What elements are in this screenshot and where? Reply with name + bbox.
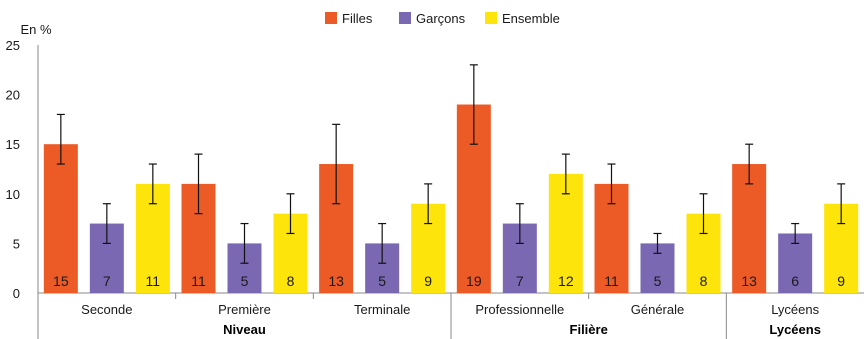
y-tick-label: 25 xyxy=(6,38,20,53)
data-label: 12 xyxy=(558,273,574,289)
data-label: 13 xyxy=(741,273,757,289)
legend-label-3: Ensemble xyxy=(502,11,560,26)
category-label: Terminale xyxy=(354,302,410,317)
y-tick-label: 0 xyxy=(13,286,20,301)
bar-filles xyxy=(43,144,78,293)
legend-swatch-2 xyxy=(399,12,411,24)
y-tick-label: 20 xyxy=(6,88,20,103)
data-label: 11 xyxy=(604,273,619,289)
category-label: Professionnelle xyxy=(475,302,564,317)
legend-swatch-3 xyxy=(485,12,497,24)
y-axis-unit-label: En % xyxy=(20,22,52,37)
legend-swatch-1 xyxy=(325,12,337,24)
category-label: Générale xyxy=(631,302,684,317)
data-label: 8 xyxy=(287,273,295,289)
category-label: Lycéens xyxy=(771,302,819,317)
data-label: 11 xyxy=(146,273,161,289)
data-label: 5 xyxy=(241,273,249,289)
category-label: Première xyxy=(218,302,271,317)
data-label: 7 xyxy=(516,273,524,289)
data-label: 9 xyxy=(837,273,845,289)
category-label: Seconde xyxy=(81,302,132,317)
group-label: Lycéens xyxy=(769,322,821,337)
data-label: 8 xyxy=(700,273,708,289)
data-label: 7 xyxy=(103,273,111,289)
data-label: 5 xyxy=(378,273,386,289)
y-tick-label: 15 xyxy=(6,137,20,152)
data-label: 11 xyxy=(191,273,206,289)
data-label: 6 xyxy=(791,273,799,289)
y-tick-label: 5 xyxy=(13,236,20,251)
legend-label-1: Filles xyxy=(342,11,373,26)
group-label: Filière xyxy=(570,322,608,337)
data-label: 9 xyxy=(424,273,432,289)
data-label: 19 xyxy=(466,273,482,289)
data-label: 15 xyxy=(53,273,69,289)
data-label: 5 xyxy=(654,273,662,289)
y-tick-label: 10 xyxy=(6,187,20,202)
group-label: Niveau xyxy=(223,322,266,337)
data-label: 13 xyxy=(328,273,344,289)
bar-filles xyxy=(732,164,767,293)
legend-label-2: Garçons xyxy=(416,11,466,26)
